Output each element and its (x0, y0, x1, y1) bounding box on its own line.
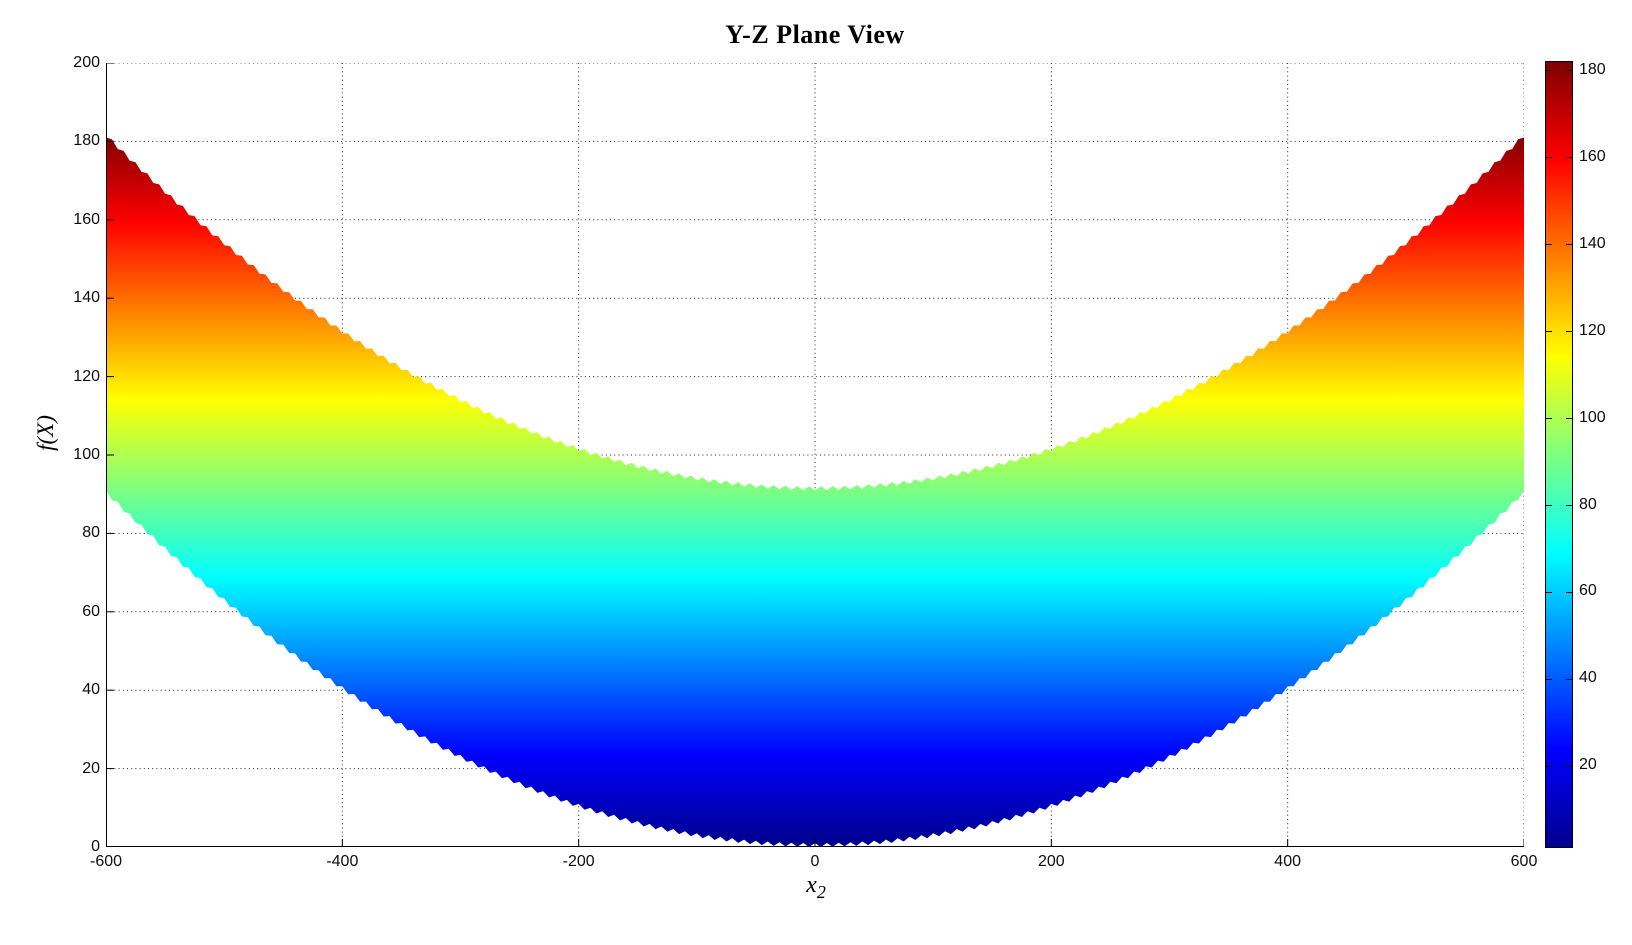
colorbar-tick-label: 80 (1579, 495, 1597, 513)
y-axis-label: f(X) (32, 415, 58, 451)
colorbar-tick (1566, 418, 1572, 420)
colorbar-tick-label: 120 (1579, 321, 1606, 339)
colorbar-tick-label: 40 (1579, 669, 1597, 687)
colorbar-tick-label: 20 (1579, 756, 1597, 774)
colorbar-tick (1566, 505, 1572, 506)
x-tick-label: -400 (326, 853, 359, 870)
y-tick-label: 160 (73, 210, 100, 228)
colorbar (1545, 61, 1573, 848)
colorbar-tick-label: 180 (1579, 60, 1606, 78)
y-tick-label: 20 (82, 759, 100, 777)
y-tick-label: 180 (73, 132, 100, 150)
y-tick-label: 0 (91, 838, 100, 855)
x-tick-label: 200 (1037, 853, 1065, 870)
plot-area (106, 63, 1524, 847)
y-tick-label: 100 (73, 446, 100, 463)
plot-svg (106, 63, 1524, 847)
surface-band (106, 137, 1524, 847)
x-axis-label: x2 (766, 872, 866, 903)
colorbar-tick-label: 100 (1579, 408, 1606, 426)
colorbar-tick (1566, 157, 1572, 159)
y-tick-label: 40 (82, 681, 100, 699)
colorbar-tick (1566, 70, 1572, 72)
colorbar-tick (1566, 678, 1572, 680)
colorbar-tick (1546, 765, 1552, 767)
colorbar-tick (1546, 70, 1552, 72)
colorbar-tick-label: 160 (1579, 147, 1606, 165)
colorbar-tick (1566, 591, 1572, 593)
colorbar-tick (1546, 244, 1552, 246)
y-tick-label: 60 (82, 602, 100, 620)
colorbar-tick (1546, 157, 1552, 159)
x-axis-label-subscript: 2 (816, 881, 826, 902)
x-tick-label: -600 (89, 853, 123, 870)
colorbar-tick-label: 60 (1579, 582, 1597, 600)
y-tick-label: 140 (73, 289, 100, 307)
colorbar-tick (1546, 418, 1552, 420)
colorbar-tick (1566, 765, 1572, 767)
y-tick-label: 80 (82, 524, 100, 542)
x-axis-label-base: x (806, 872, 817, 898)
x-tick-label: 400 (1274, 853, 1301, 870)
colorbar-tick (1546, 591, 1552, 593)
y-tick-label: 200 (73, 54, 100, 71)
x-tick-label: 600 (1510, 853, 1538, 870)
x-tick-label: -200 (562, 853, 595, 870)
x-tick-label: 0 (810, 853, 820, 870)
colorbar-tick (1546, 505, 1552, 506)
colorbar-tick-label: 140 (1579, 234, 1606, 252)
colorbar-tick (1546, 678, 1552, 680)
colorbar-tick (1566, 244, 1572, 246)
y-tick-label: 120 (73, 367, 100, 385)
chart-title: Y-Z Plane View (725, 20, 905, 49)
colorbar-tick (1546, 331, 1552, 333)
colorbar-tick (1566, 331, 1572, 333)
